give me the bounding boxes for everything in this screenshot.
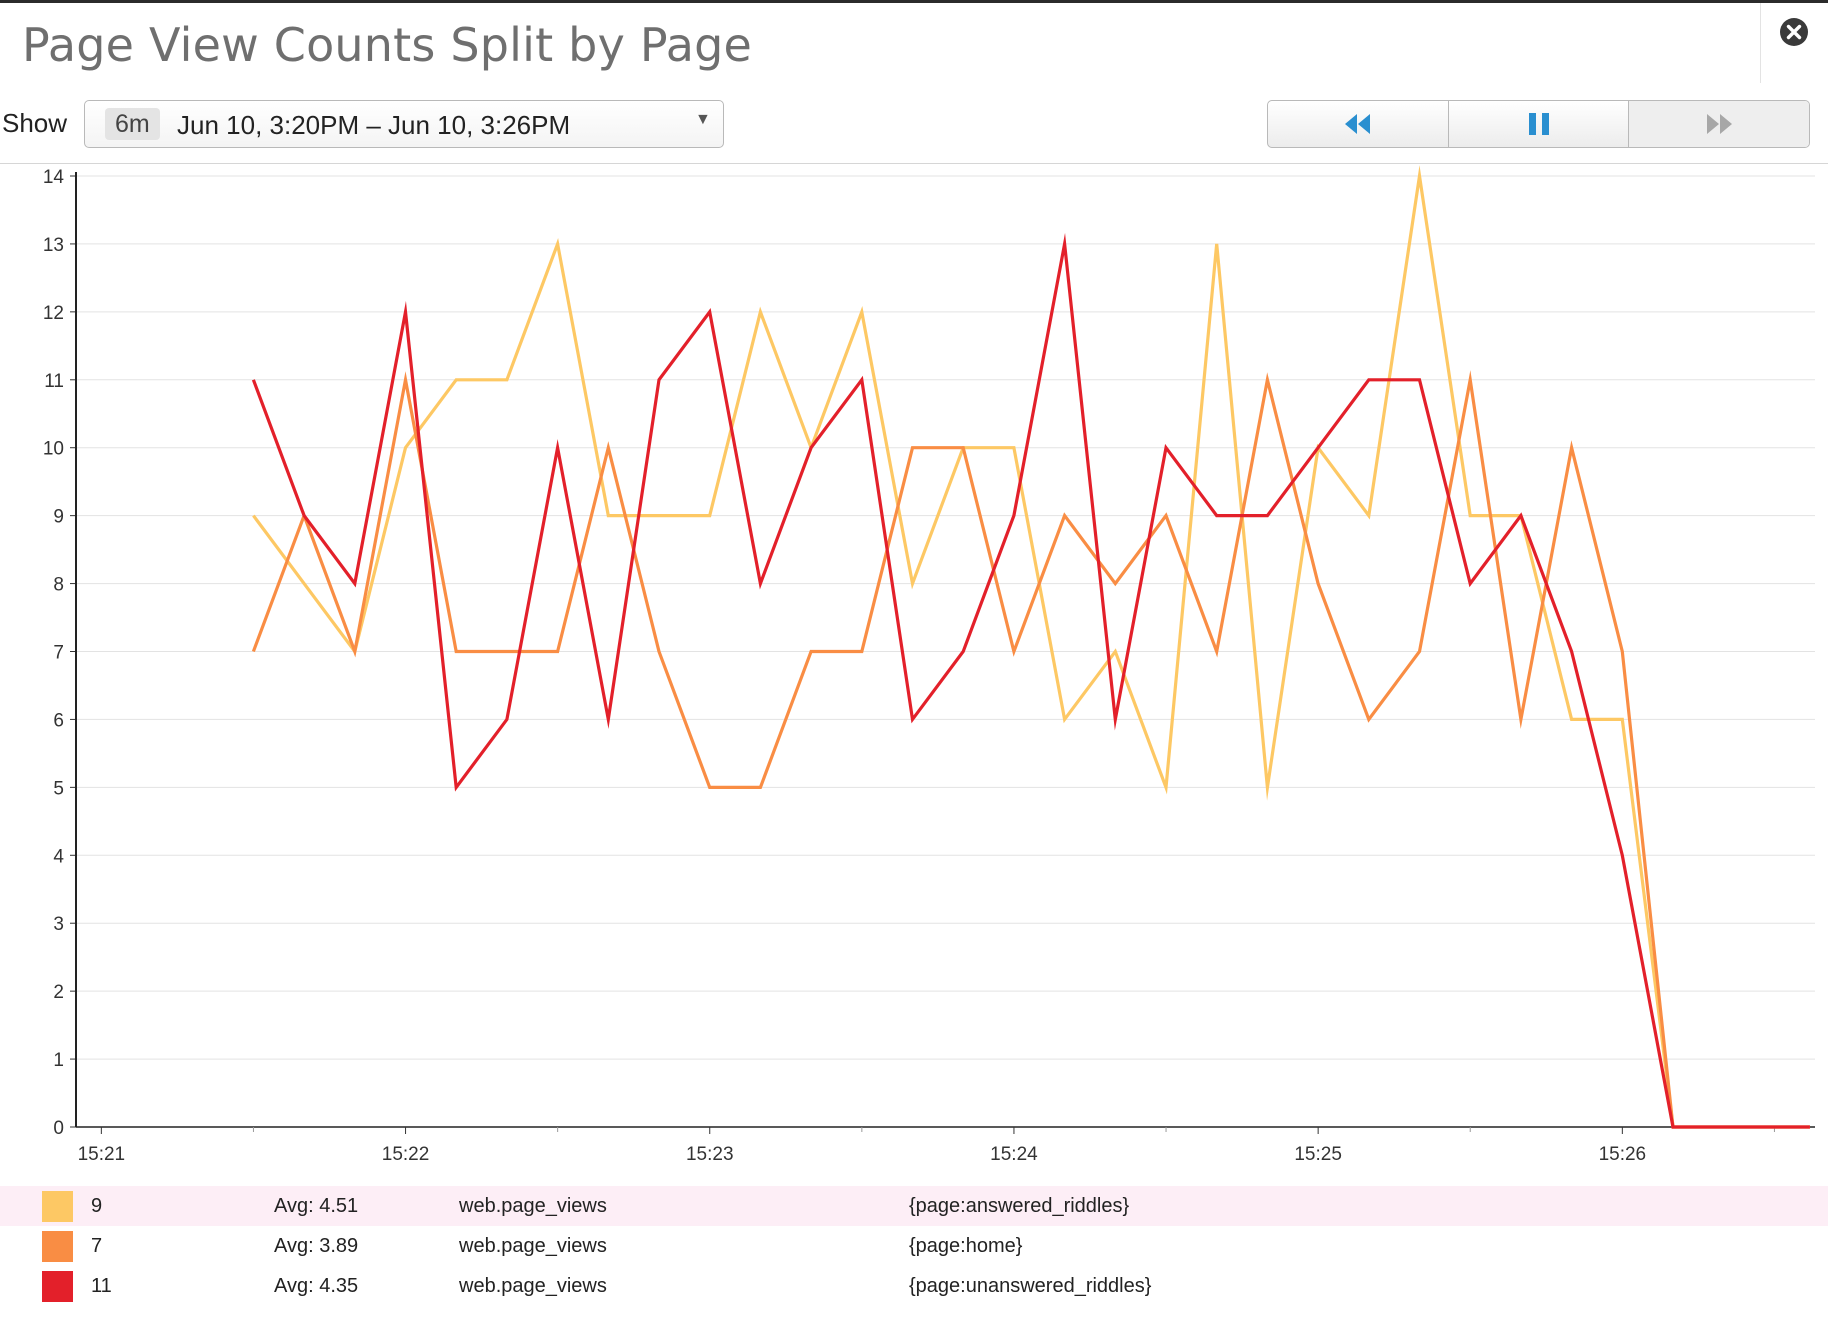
legend-tag: {page:unanswered_riddles} [909,1275,1152,1297]
header-divider [0,163,1828,164]
x-tick-label: 15:21 [78,1144,126,1165]
y-tick-label: 0 [53,1118,64,1139]
x-tick-label: 15:22 [382,1144,430,1165]
y-tick-label: 9 [53,507,64,528]
y-tick-label: 3 [53,914,64,935]
y-tick-label: 1 [53,1050,64,1071]
legend-value: 7 [91,1235,103,1257]
rewind-button[interactable] [1268,101,1448,147]
legend-tag: {page:home} [909,1235,1023,1257]
page-title: Page View Counts Split by Page [22,18,752,72]
legend-swatch [42,1191,73,1222]
legend-metric: web.page_views [459,1275,607,1297]
time-range-dropdown[interactable]: 6m Jun 10, 3:20PM – Jun 10, 3:26PM ▼ [84,100,724,148]
pause-button[interactable] [1447,101,1629,147]
y-tick-label: 5 [53,778,64,799]
legend-swatch [42,1271,73,1302]
legend-value: 11 [91,1275,112,1297]
y-tick-label: 8 [53,575,64,596]
chart-legend: 9 Avg: 4.51 web.page_views {page:answered_r… [0,1186,1828,1306]
x-tick-label: 15:23 [686,1144,734,1165]
y-tick-label: 4 [53,846,64,867]
legend-swatch [42,1231,73,1262]
pause-icon [1528,113,1549,135]
legend-tag: {page:answered_riddles} [909,1195,1130,1217]
y-tick-label: 14 [43,167,65,188]
legend-metric: web.page_views [459,1195,607,1217]
fast-forward-button[interactable] [1628,101,1809,147]
playback-controls [1267,100,1810,148]
x-tick-label: 15:26 [1599,1144,1647,1165]
legend-row[interactable]: 9 Avg: 4.51 web.page_views {page:answered_r… [0,1186,1828,1226]
window-top-border [0,0,1828,3]
fast-forward-icon [1707,114,1733,134]
y-tick-label: 7 [53,643,64,664]
legend-value: 9 [91,1195,103,1217]
series-line-1 [251,370,1810,1129]
show-label: Show [2,108,68,138]
series-line-2 [251,232,1810,1129]
legend-average: Avg: 4.35 [274,1275,359,1297]
y-tick-label: 12 [43,303,64,324]
rewind-icon [1344,114,1370,134]
legend-row[interactable]: 7 Avg: 3.89 web.page_views {page:home} [0,1226,1828,1266]
legend-row[interactable]: 11 Avg: 4.35 web.page_views {page:unanswere… [0,1266,1828,1306]
close-icon[interactable] [1779,17,1809,47]
close-area [1760,3,1828,83]
y-tick-label: 11 [44,371,64,392]
x-tick-label: 15:24 [990,1144,1038,1165]
y-tick-label: 13 [43,235,64,256]
y-tick-label: 10 [43,439,64,460]
legend-metric: web.page_views [459,1235,607,1257]
x-tick-label: 15:25 [1294,1144,1342,1165]
legend-average: Avg: 4.51 [274,1195,359,1217]
range-text: Jun 10, 3:20PM – Jun 10, 3:26PM [177,110,571,140]
y-tick-label: 6 [53,710,64,731]
chevron-down-icon: ▼ [695,111,711,128]
legend-average: Avg: 3.89 [274,1235,359,1257]
range-duration-badge: 6m [105,108,160,140]
y-tick-label: 2 [53,982,64,1003]
